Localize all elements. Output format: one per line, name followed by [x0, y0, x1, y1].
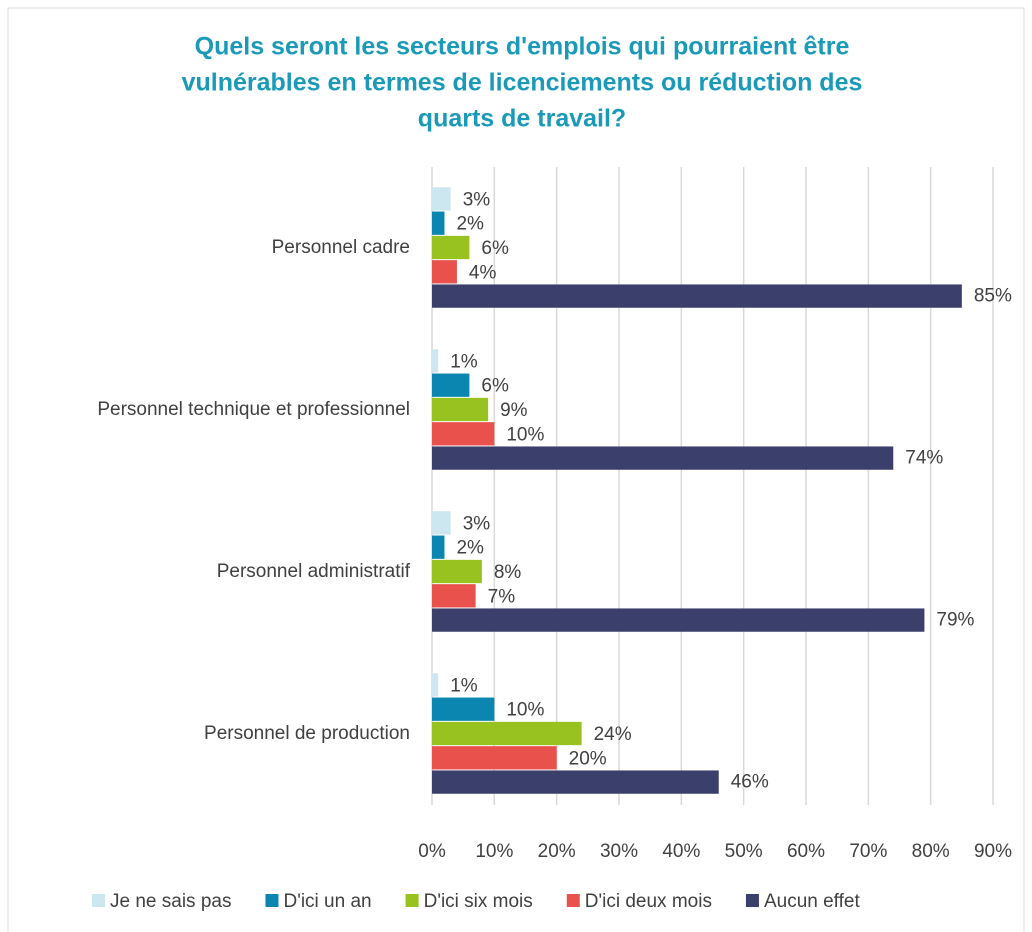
- data-label: 6%: [481, 238, 509, 259]
- legend-label: Aucun effet: [764, 891, 861, 912]
- x-tick-label: 90%: [974, 841, 1012, 862]
- data-label: 7%: [488, 586, 516, 607]
- data-label: 10%: [506, 700, 544, 721]
- data-label: 1%: [450, 351, 478, 372]
- x-tick-label: 70%: [849, 841, 887, 862]
- chart-title: vulnérables en termes de licenciements o…: [182, 69, 863, 97]
- bar: [432, 511, 451, 535]
- data-label: 4%: [469, 262, 497, 283]
- data-label: 10%: [506, 424, 544, 445]
- data-label: 79%: [936, 610, 974, 631]
- bar: [432, 746, 557, 770]
- legend-swatch: [405, 894, 419, 907]
- bar: [432, 608, 925, 632]
- bar: [432, 535, 445, 559]
- data-label: 2%: [456, 214, 484, 235]
- chart-border: [7, 7, 1025, 932]
- data-label: 20%: [569, 748, 607, 769]
- x-tick-label: 20%: [538, 841, 576, 862]
- bar: [432, 446, 894, 470]
- data-label: 6%: [481, 376, 509, 397]
- bar: [432, 260, 457, 284]
- bar: [432, 284, 962, 308]
- data-label: 1%: [450, 675, 478, 696]
- x-tick-label: 40%: [662, 841, 700, 862]
- legend-swatch: [566, 894, 580, 907]
- bar: [432, 673, 439, 697]
- legend-label: D'ici six mois: [424, 891, 533, 912]
- bar: [432, 235, 470, 260]
- y-tick-label: Personnel de production: [204, 723, 410, 744]
- data-label: 9%: [500, 400, 528, 421]
- data-label: 85%: [974, 286, 1012, 307]
- data-label: 46%: [731, 772, 769, 793]
- x-tick-label: 60%: [787, 841, 825, 862]
- bar: [432, 211, 445, 235]
- bar: [432, 584, 476, 608]
- data-label: 24%: [594, 724, 632, 745]
- y-tick-label: Personnel cadre: [272, 237, 410, 258]
- bar: [432, 397, 489, 422]
- bar: [432, 697, 495, 721]
- x-tick-label: 10%: [475, 841, 513, 862]
- bar: [432, 422, 495, 446]
- data-label: 74%: [905, 448, 943, 469]
- legend-swatch: [745, 894, 759, 907]
- bar: [432, 770, 719, 794]
- legend-label: D'ici deux mois: [585, 891, 712, 912]
- legend-label: Je ne sais pas: [110, 891, 231, 912]
- legend-label: D'ici un an: [283, 891, 371, 912]
- y-tick-label: Personnel administratif: [217, 561, 411, 582]
- legend-swatch: [92, 894, 105, 907]
- bar: [432, 721, 582, 746]
- data-label: 8%: [494, 562, 522, 583]
- bar: [432, 559, 482, 584]
- bar: [432, 349, 439, 373]
- bar: [432, 187, 451, 211]
- chart-title: Quels seront les secteurs d'emplois qui …: [195, 33, 850, 61]
- bar: [432, 373, 470, 397]
- data-label: 3%: [463, 189, 491, 210]
- x-tick-label: 0%: [418, 841, 446, 862]
- data-label: 3%: [463, 513, 491, 534]
- x-tick-label: 50%: [725, 841, 763, 862]
- x-tick-label: 80%: [912, 841, 950, 862]
- data-label: 2%: [456, 538, 484, 559]
- x-tick-label: 30%: [600, 841, 638, 862]
- y-tick-label: Personnel technique et professionnel: [97, 399, 410, 420]
- chart-title: quarts de travail?: [418, 105, 626, 133]
- legend-swatch: [265, 894, 279, 907]
